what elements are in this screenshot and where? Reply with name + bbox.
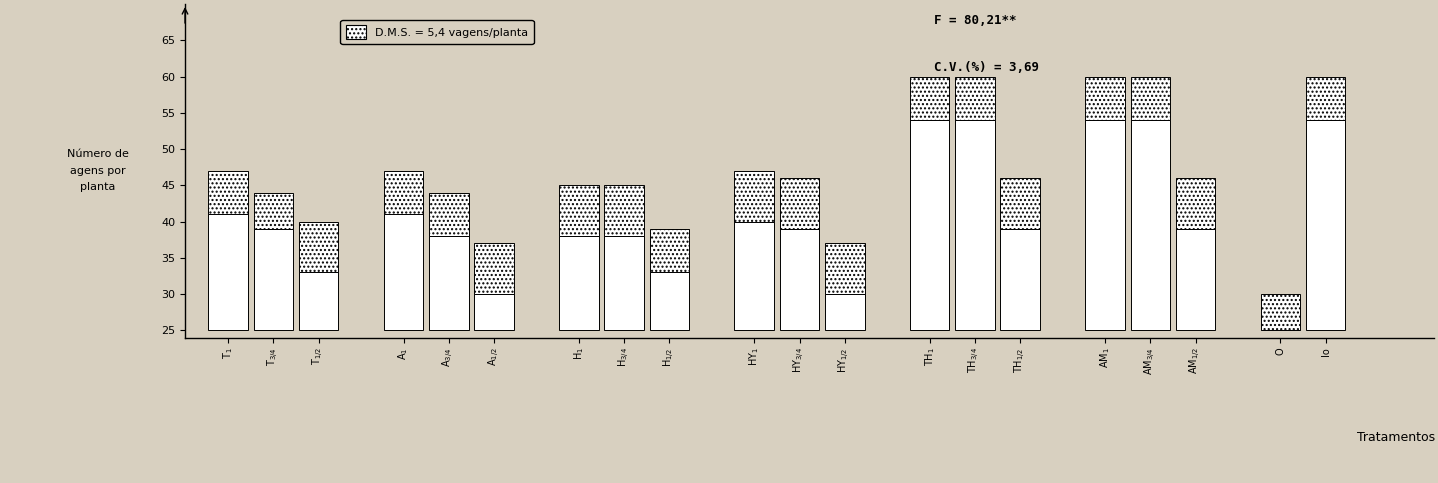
Bar (1176, 178, 1215, 229)
Bar (650, 229, 689, 272)
Bar (825, 243, 864, 294)
Bar (209, 171, 247, 214)
Bar (559, 185, 598, 236)
Bar (253, 193, 293, 229)
Bar (1130, 120, 1171, 330)
Bar (1001, 229, 1040, 330)
Bar (779, 229, 820, 330)
Bar (559, 236, 598, 330)
Bar (1086, 120, 1125, 330)
Bar (604, 236, 644, 330)
Bar (955, 120, 995, 330)
Bar (384, 214, 423, 330)
Bar (1261, 294, 1300, 330)
Bar (910, 77, 949, 120)
Bar (299, 272, 338, 330)
Bar (1086, 77, 1125, 120)
X-axis label: Tratamentos: Tratamentos (1357, 431, 1435, 444)
Bar (475, 243, 513, 294)
Bar (735, 222, 774, 330)
Bar (955, 77, 995, 120)
Bar (650, 272, 689, 330)
Text: C.V.(%) = 3,69: C.V.(%) = 3,69 (935, 61, 1040, 74)
Bar (779, 178, 820, 229)
Bar (475, 294, 513, 330)
Bar (429, 236, 469, 330)
Text: F = 80,21**: F = 80,21** (935, 14, 1017, 27)
Bar (209, 214, 247, 330)
Bar (604, 185, 644, 236)
Bar (735, 171, 774, 222)
Bar (1130, 77, 1171, 120)
Bar (429, 193, 469, 236)
Bar (299, 222, 338, 272)
Legend: D.M.S. = 5,4 vagens/planta: D.M.S. = 5,4 vagens/planta (341, 20, 533, 44)
Bar (1306, 120, 1346, 330)
Bar (825, 294, 864, 330)
Bar (384, 171, 423, 214)
Bar (253, 229, 293, 330)
Bar (1001, 178, 1040, 229)
Bar (910, 120, 949, 330)
Bar (1176, 229, 1215, 330)
Bar (1306, 77, 1346, 120)
Y-axis label: Número de
agens por
planta: Número de agens por planta (66, 149, 128, 192)
